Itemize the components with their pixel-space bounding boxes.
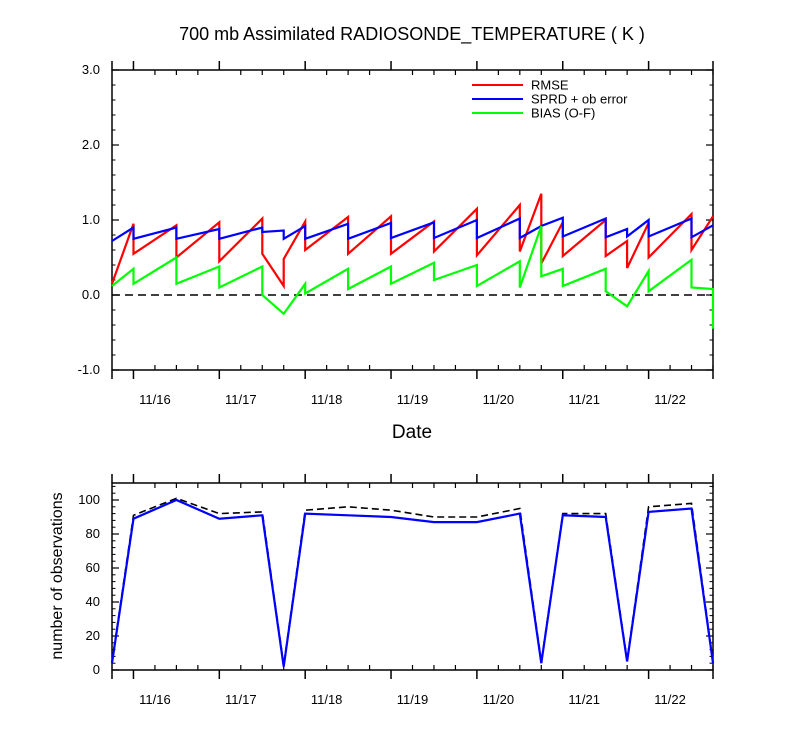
legend-label: SPRD + ob error [531,92,628,107]
legend-label: BIAS (O-F) [531,106,595,121]
top-plot-panel: -1.0 0.0 1.0 2.0 3.0 11/16 11/17 11/18 11/19 11/2… [78,61,715,407]
bottom-ytick-label: 40 [86,594,100,609]
bottom-y-axis-label: number of observations [49,492,66,659]
bottom-xtick-label: 11/22 [654,692,686,707]
bottom-xtick-label: 11/16 [139,692,171,707]
bottom-xtick-label: 11/18 [311,692,343,707]
bottom-ytick-label: 60 [86,560,100,575]
top-series-line-bias-o-f [111,225,715,329]
bottom-series-line-observations-solid [110,498,715,667]
top-ytick-label: 1.0 [82,212,100,227]
top-plot-frame [111,69,714,371]
top-ytick-label: 3.0 [82,62,100,77]
top-ytick-label: 0.0 [82,287,100,302]
top-xtick-label: 11/21 [568,392,600,407]
bottom-xtick-label: 11/19 [397,692,429,707]
top-xtick-label: 11/20 [483,392,515,407]
bottom-xtick-label: 11/20 [483,692,515,707]
bottom-ytick-label: 80 [86,526,100,541]
top-xtick-label: 11/19 [397,392,429,407]
bottom-plot-panel: 0 20 40 60 80 100 11/16 11/17 11/18 11/19 11/20 11/… [78,474,715,707]
top-ytick-label: -1.0 [78,362,100,377]
top-xtick-label: 11/22 [654,392,686,407]
bottom-xtick-label: 11/17 [225,692,257,707]
top-xtick-label: 11/18 [311,392,343,407]
bottom-xtick-label: 11/21 [568,692,600,707]
bottom-ytick-label: 0 [93,662,100,677]
legend-label: RMSE [531,78,569,93]
chart-title: 700 mb Assimilated RADIOSONDE_TEMPERATUR… [179,24,645,45]
top-series-line-sprd-ob-error [111,216,714,242]
bottom-ytick-label: 100 [78,492,100,507]
top-xtick-label: 11/16 [139,392,171,407]
top-xtick-label: 11/17 [225,392,257,407]
top-ytick-label: 2.0 [82,137,100,152]
top-x-axis-label: Date [392,422,432,443]
bottom-ytick-label: 20 [86,628,100,643]
